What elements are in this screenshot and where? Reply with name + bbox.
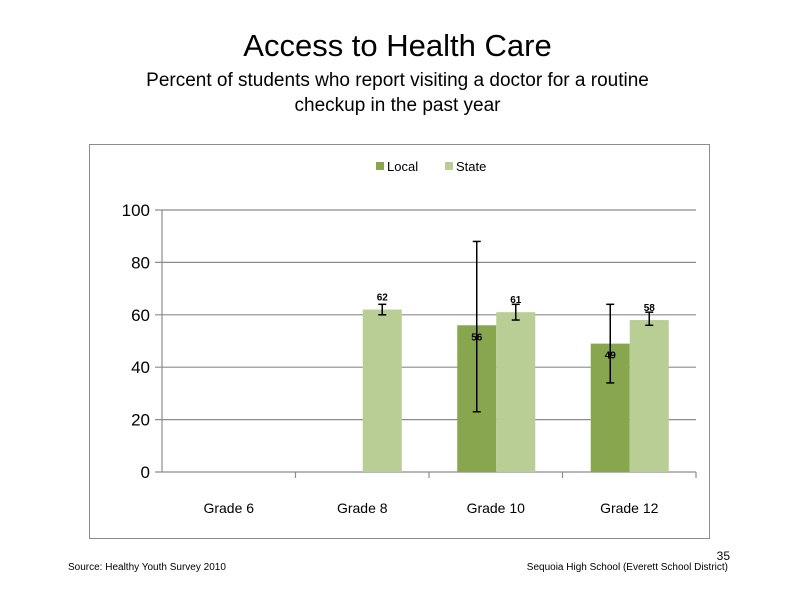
- legend-label-local: Local: [387, 159, 418, 174]
- school-name: Sequoia High School (Everett School Dist…: [526, 562, 728, 573]
- y-tick-label: 0: [141, 463, 150, 482]
- subtitle-line-1: Percent of students who report visiting …: [146, 70, 649, 91]
- x-tick-label: Grade 10: [467, 500, 526, 516]
- bar-state-grade-8: [362, 309, 402, 472]
- x-tick-label: Grade 12: [600, 500, 659, 516]
- bar-state-grade-12: [629, 320, 669, 472]
- slide-subtitle: Percent of students who report visiting …: [60, 68, 735, 118]
- data-label: 49: [605, 351, 617, 362]
- x-tick-label: Grade 8: [337, 500, 388, 516]
- data-label: 62: [377, 293, 389, 304]
- legend-swatch-state: [445, 162, 453, 170]
- subtitle-line-2: checkup in the past year: [294, 95, 501, 116]
- y-tick-label: 80: [131, 253, 150, 272]
- page-number: 35: [716, 549, 730, 563]
- data-label: 58: [644, 303, 656, 314]
- y-tick-label: 20: [131, 411, 150, 430]
- bar-state-grade-10: [496, 312, 536, 472]
- data-label: 61: [510, 295, 522, 306]
- legend-swatch-local: [376, 162, 384, 170]
- y-tick-label: 100: [122, 201, 150, 220]
- y-tick-label: 40: [131, 358, 150, 377]
- chart-frame: [89, 144, 710, 539]
- legend-label-state: State: [456, 159, 486, 174]
- source-note: Source: Healthy Youth Survey 2010: [68, 562, 226, 573]
- y-tick-label: 60: [131, 306, 150, 325]
- data-label: 56: [471, 332, 483, 343]
- x-tick-label: Grade 6: [203, 500, 254, 516]
- slide-title: Access to Health Care: [243, 28, 552, 63]
